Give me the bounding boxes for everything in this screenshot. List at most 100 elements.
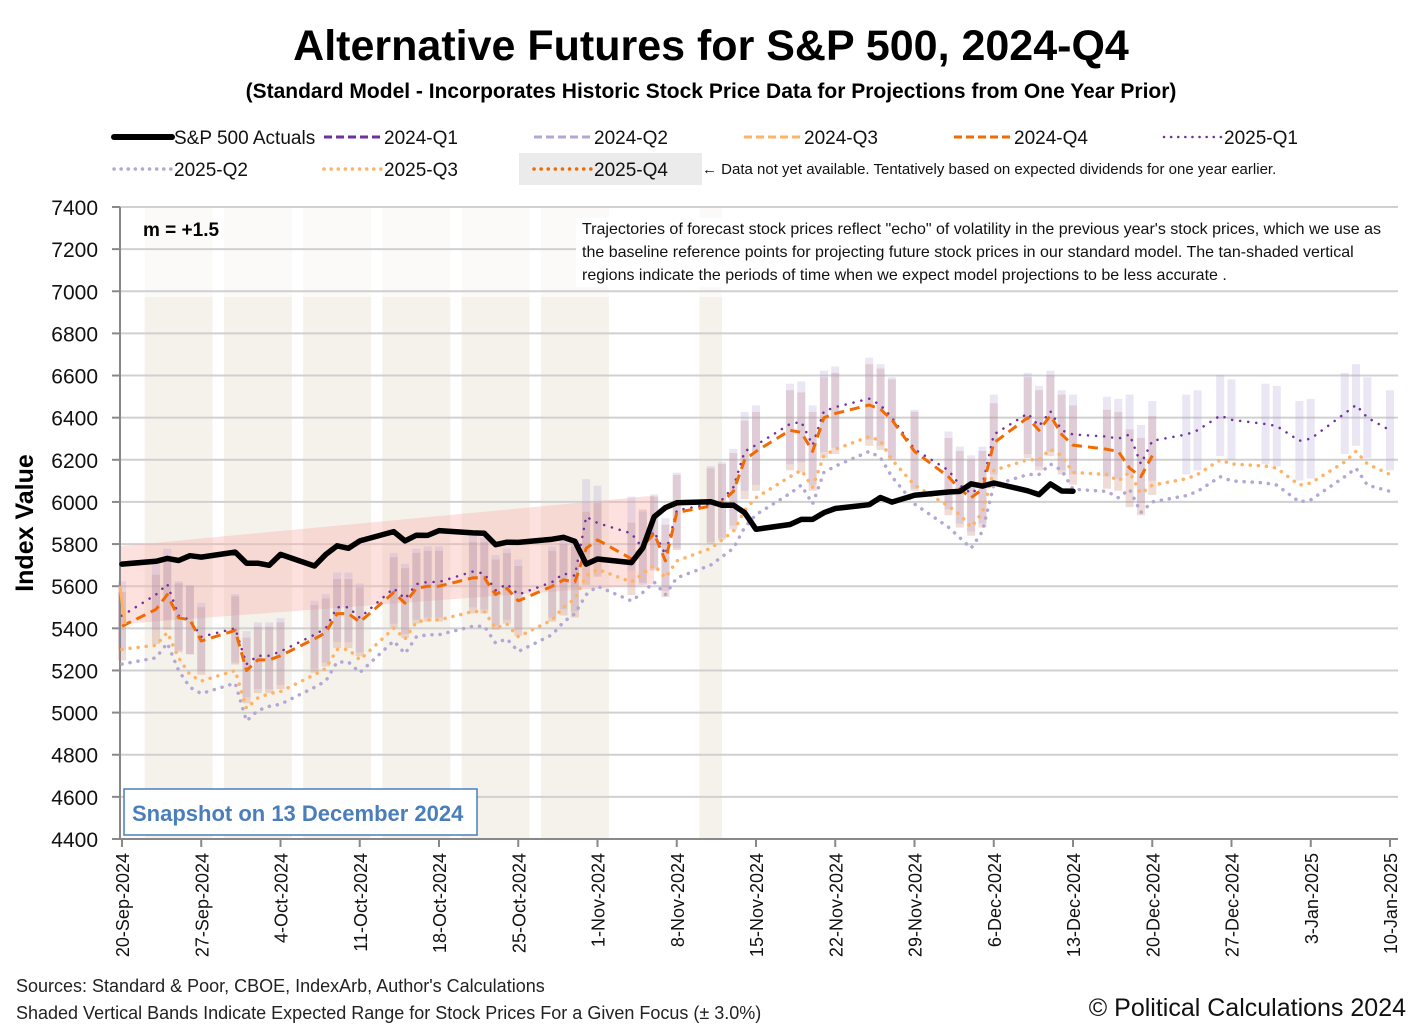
tan-region-top <box>223 207 292 297</box>
y-axis-label: Index Value <box>11 454 39 592</box>
range-bar <box>831 366 840 448</box>
tan-region <box>382 297 451 839</box>
range-bar <box>1114 411 1123 491</box>
copyright: © Political Calculations 2024 <box>1088 994 1406 1022</box>
range-bar <box>355 587 364 657</box>
tan-region <box>540 297 609 839</box>
range-bar <box>344 579 353 649</box>
range-bar <box>1272 385 1281 467</box>
range-bar <box>582 479 591 555</box>
range-bar <box>752 405 760 485</box>
legend-label: 2024-Q2 <box>594 128 668 149</box>
range-bar <box>627 496 636 571</box>
legend-label: S&P 500 Actuals <box>174 128 315 149</box>
legend-label: 2025-Q1 <box>1224 128 1298 149</box>
range-bar <box>333 572 342 643</box>
legend-label: 2025-Q2 <box>174 160 248 181</box>
range-bar <box>480 537 489 610</box>
range-bar <box>944 431 953 510</box>
range-bar <box>185 585 194 655</box>
range-bar <box>955 446 964 524</box>
range-bar <box>650 496 659 571</box>
y-tick-label: 6600 <box>51 366 98 389</box>
y-tick-label: 7400 <box>51 197 98 220</box>
y-tick-label: 5000 <box>51 703 98 726</box>
range-bar <box>344 572 353 643</box>
range-bar <box>1023 372 1032 455</box>
range-bar <box>706 468 715 544</box>
annotation-note-text: Trajectories of forecast stock prices re… <box>576 218 1402 287</box>
x-tick-label: 10-Jan-2025 <box>1381 853 1401 954</box>
x-tick-label: 20-Sep-2024 <box>113 853 133 957</box>
x-tick-label: 27-Sep-2024 <box>192 853 212 957</box>
range-bar <box>1046 375 1055 457</box>
range-bar <box>1114 398 1123 479</box>
tan-region-top <box>461 207 530 297</box>
legend-label: 2024-Q4 <box>1014 128 1088 149</box>
bands-note: Shaded Vertical Bands Indicate Expected … <box>16 1003 762 1023</box>
annotation-note: Trajectories of forecast stock prices re… <box>576 218 1402 287</box>
range-bar <box>1216 375 1225 457</box>
range-bar <box>876 364 885 446</box>
range-bar <box>514 559 523 630</box>
range-bar <box>797 392 806 473</box>
tan-region <box>223 297 292 839</box>
sources-text: Sources: Standard & Poor, CBOE, IndexArb… <box>16 976 545 996</box>
x-tick-label: 1-Nov-2024 <box>589 853 609 947</box>
tan-region <box>699 297 723 839</box>
range-bar <box>819 370 828 452</box>
x-tick-label: 18-Oct-2024 <box>430 853 450 953</box>
range-bar <box>321 598 330 667</box>
y-tick-label: 7000 <box>51 281 98 304</box>
series-line-s-p-500-actuals <box>119 480 1076 569</box>
y-tick-label: 4400 <box>51 829 98 852</box>
x-tick-label: 22-Nov-2024 <box>826 853 846 957</box>
y-tick-label: 5800 <box>51 534 98 557</box>
series-line-2024-q3 <box>118 586 127 625</box>
y-tick-label: 6400 <box>51 408 98 431</box>
y-tick-label: 4600 <box>51 787 98 810</box>
x-tick-label: 29-Nov-2024 <box>906 853 926 957</box>
range-bar <box>435 546 443 618</box>
range-bar <box>118 592 126 661</box>
y-tick-label: 6200 <box>51 450 98 473</box>
snapshot-label: Snapshot on 13 December 2024 <box>132 801 464 826</box>
range-bar <box>253 622 262 690</box>
x-tick-label: 11-Oct-2024 <box>351 853 371 952</box>
range-bar <box>989 394 998 475</box>
legend-label: 2024-Q1 <box>384 128 458 149</box>
x-tick-label: 13-Dec-2024 <box>1064 853 1084 957</box>
tan-region <box>461 297 530 839</box>
range-bar <box>265 626 274 694</box>
range-bar <box>967 459 976 536</box>
tan-region <box>144 297 213 839</box>
range-bar <box>1306 398 1315 479</box>
chart-subtitle: (Standard Model - Incorporates Historic … <box>245 80 1177 103</box>
range-bar <box>1102 396 1111 477</box>
y-tick-label: 5200 <box>51 660 98 683</box>
range-bar <box>785 383 794 465</box>
range-bar <box>1182 394 1191 475</box>
range-bar <box>310 600 319 669</box>
legend-label: 2025-Q3 <box>384 160 458 181</box>
range-bar <box>1148 401 1157 481</box>
range-bar <box>559 537 568 610</box>
series-line-2025-q3 <box>120 434 1392 711</box>
x-tick-label: 6-Dec-2024 <box>985 853 1005 947</box>
range-bar <box>1057 390 1066 471</box>
range-bar <box>740 411 749 491</box>
x-tick-label: 25-Oct-2024 <box>509 853 529 953</box>
range-bar <box>650 494 659 569</box>
range-bar <box>401 563 410 634</box>
x-tick-label: 27-Dec-2024 <box>1223 853 1243 957</box>
range-bar <box>163 548 172 620</box>
range-bar <box>1035 385 1044 467</box>
range-bar <box>502 548 511 620</box>
range-bar <box>1363 377 1372 459</box>
range-bar <box>389 552 398 624</box>
echo-band <box>120 495 655 625</box>
range-bar <box>967 455 976 532</box>
tan-region-top <box>303 207 372 297</box>
range-bar <box>1386 390 1394 471</box>
